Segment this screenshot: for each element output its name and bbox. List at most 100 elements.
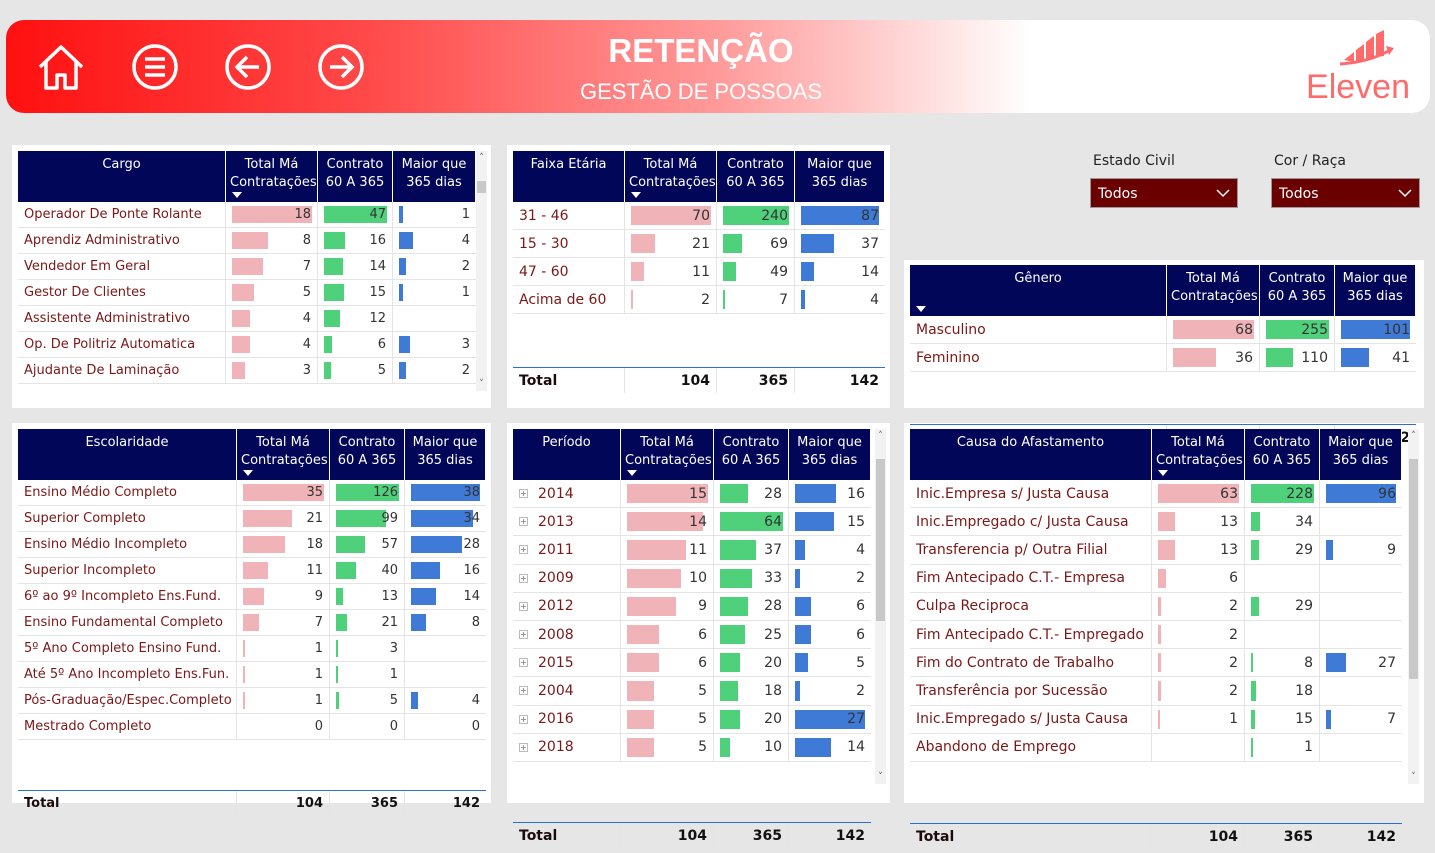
row-label[interactable]: Transferência por Sucessão — [910, 677, 1151, 704]
faixa-header-3[interactable]: Maior que 365 dias — [795, 151, 885, 202]
causa-header-3[interactable]: Maior que 365 dias — [1320, 429, 1402, 480]
expand-plus-icon[interactable] — [519, 545, 528, 555]
sort-desc-icon[interactable] — [631, 192, 641, 198]
row-label[interactable]: Assistente Administrativo — [18, 306, 225, 331]
genero-header-0[interactable]: Gênero — [910, 265, 1167, 316]
row-label[interactable]: Inic.Empregado s/ Justa Causa — [910, 706, 1151, 733]
row-label[interactable]: 2012 — [513, 593, 620, 620]
periodo-header-0[interactable]: Período — [513, 429, 621, 480]
sort-desc-icon[interactable] — [627, 470, 637, 476]
expand-plus-icon[interactable] — [519, 573, 528, 583]
causa-header-0[interactable]: Causa do Afastamento — [910, 429, 1152, 480]
faixa-header-2[interactable]: Contrato 60 A 365 — [717, 151, 795, 202]
row-label[interactable]: 2009 — [513, 565, 620, 592]
row-label[interactable]: 5º Ano Completo Ensino Fund. — [18, 636, 236, 661]
scrollbar-thumb[interactable] — [1409, 459, 1418, 679]
cor-raca-dropdown[interactable]: Todos — [1271, 178, 1420, 208]
menu-icon[interactable] — [130, 42, 180, 92]
periodo-header-2[interactable]: Contrato 60 A 365 — [714, 429, 789, 480]
sort-desc-icon[interactable] — [916, 306, 926, 312]
row-label[interactable]: 47 - 60 — [513, 258, 624, 285]
sort-desc-icon[interactable] — [232, 192, 242, 198]
cargo-header-2[interactable]: Contrato 60 A 365 — [318, 151, 393, 202]
row-label[interactable]: 6º ao 9º Incompleto Ens.Fund. — [18, 584, 236, 609]
scroll-down-icon[interactable]: ˅ — [1411, 772, 1416, 782]
scroll-up-icon[interactable]: ˄ — [1411, 431, 1416, 441]
row-label[interactable]: 2015 — [513, 649, 620, 676]
cargo-header-0[interactable]: Cargo — [18, 151, 226, 202]
row-label[interactable]: Total — [910, 824, 1151, 849]
row-label[interactable]: Superior Incompleto — [18, 558, 236, 583]
row-label[interactable]: Fim Antecipado C.T.- Empregado — [910, 621, 1151, 648]
sort-desc-icon[interactable] — [1158, 470, 1168, 476]
row-label[interactable]: Inic.Empresa s/ Justa Causa — [910, 480, 1151, 507]
home-icon[interactable] — [36, 42, 86, 92]
scroll-down-icon[interactable]: ˅ — [479, 379, 484, 389]
faixa-header-0[interactable]: Faixa Etária — [513, 151, 625, 202]
escolaridade-header-0[interactable]: Escolaridade — [18, 429, 237, 480]
expand-plus-icon[interactable] — [519, 517, 528, 527]
row-label[interactable]: Até 5º Ano Incompleto Ens.Fun. — [18, 662, 236, 687]
cargo-header-1[interactable]: Total Má Contratações — [226, 151, 318, 202]
faixa-header-1[interactable]: Total Má Contratações — [625, 151, 717, 202]
scrollbar-thumb[interactable] — [876, 459, 885, 621]
row-label[interactable]: 2014 — [513, 480, 620, 507]
escolaridade-header-3[interactable]: Maior que 365 dias — [405, 429, 486, 480]
genero-header-3[interactable]: Maior que 365 dias — [1335, 265, 1416, 316]
row-label[interactable]: Transferencia p/ Outra Filial — [910, 536, 1151, 563]
scroll-up-icon[interactable]: ˄ — [878, 431, 883, 441]
row-label[interactable]: Pós-Graduação/Espec.Completo — [18, 688, 236, 713]
expand-plus-icon[interactable] — [519, 489, 528, 499]
scroll-up-icon[interactable]: ˄ — [479, 153, 484, 163]
expand-plus-icon[interactable] — [519, 658, 528, 668]
causa-scrollbar[interactable]: ˄ ˅ — [1408, 429, 1419, 784]
row-label[interactable]: 2008 — [513, 621, 620, 648]
periodo-header-1[interactable]: Total Má Contratações — [621, 429, 714, 480]
row-label[interactable]: Fim do Contrato de Trabalho — [910, 649, 1151, 676]
forward-arrow-icon[interactable] — [316, 42, 366, 92]
row-label[interactable]: Abandono de Emprego — [910, 734, 1151, 761]
expand-plus-icon[interactable] — [519, 742, 528, 752]
row-label[interactable]: Operador De Ponte Rolante — [18, 202, 225, 227]
scrollbar-thumb[interactable] — [477, 181, 486, 193]
row-label[interactable]: Ensino Médio Incompleto — [18, 532, 236, 557]
row-label[interactable]: Gestor De Clientes — [18, 280, 225, 305]
causa-header-1[interactable]: Total Má Contratações — [1152, 429, 1245, 480]
row-label[interactable]: Aprendiz Administrativo — [18, 228, 225, 253]
row-label[interactable]: Feminino — [910, 344, 1166, 371]
sort-desc-icon[interactable] — [243, 470, 253, 476]
row-label[interactable]: 31 - 46 — [513, 202, 624, 229]
expand-plus-icon[interactable] — [519, 601, 528, 611]
row-label[interactable]: 2016 — [513, 706, 620, 733]
row-label[interactable]: Ensino Médio Completo — [18, 480, 236, 505]
row-label[interactable]: Total — [18, 791, 236, 816]
row-label[interactable]: Op. De Politriz Automatica — [18, 332, 225, 357]
expand-plus-icon[interactable] — [519, 630, 528, 640]
causa-header-2[interactable]: Contrato 60 A 365 — [1245, 429, 1320, 480]
expand-plus-icon[interactable] — [519, 714, 528, 724]
estado-civil-dropdown[interactable]: Todos — [1090, 178, 1238, 208]
genero-header-2[interactable]: Contrato 60 A 365 — [1260, 265, 1335, 316]
row-label[interactable]: 15 - 30 — [513, 230, 624, 257]
periodo-scrollbar[interactable]: ˄ ˅ — [875, 429, 886, 784]
row-label[interactable]: Fim Antecipado C.T.- Empresa — [910, 565, 1151, 592]
escolaridade-header-2[interactable]: Contrato 60 A 365 — [330, 429, 405, 480]
escolaridade-header-1[interactable]: Total Má Contratações — [237, 429, 330, 480]
row-label[interactable]: Total — [513, 368, 624, 393]
row-label[interactable]: Acima de 60 — [513, 286, 624, 313]
row-label[interactable]: 2004 — [513, 677, 620, 704]
row-label[interactable]: Vendedor Em Geral — [18, 254, 225, 279]
row-label[interactable]: 2018 — [513, 734, 620, 761]
scroll-down-icon[interactable]: ˅ — [878, 772, 883, 782]
cargo-scrollbar[interactable]: ˄ ˅ — [476, 151, 487, 391]
row-label[interactable]: Masculino — [910, 316, 1166, 343]
cargo-header-3[interactable]: Maior que 365 dias — [393, 151, 476, 202]
row-label[interactable]: Ajudante De Laminação — [18, 358, 225, 383]
row-label[interactable]: Superior Completo — [18, 506, 236, 531]
row-label[interactable]: 2011 — [513, 536, 620, 563]
row-label[interactable]: Ensino Fundamental Completo — [18, 610, 236, 635]
periodo-header-3[interactable]: Maior que 365 dias — [789, 429, 871, 480]
back-arrow-icon[interactable] — [223, 42, 273, 92]
row-label[interactable]: Culpa Reciproca — [910, 593, 1151, 620]
expand-plus-icon[interactable] — [519, 686, 528, 696]
